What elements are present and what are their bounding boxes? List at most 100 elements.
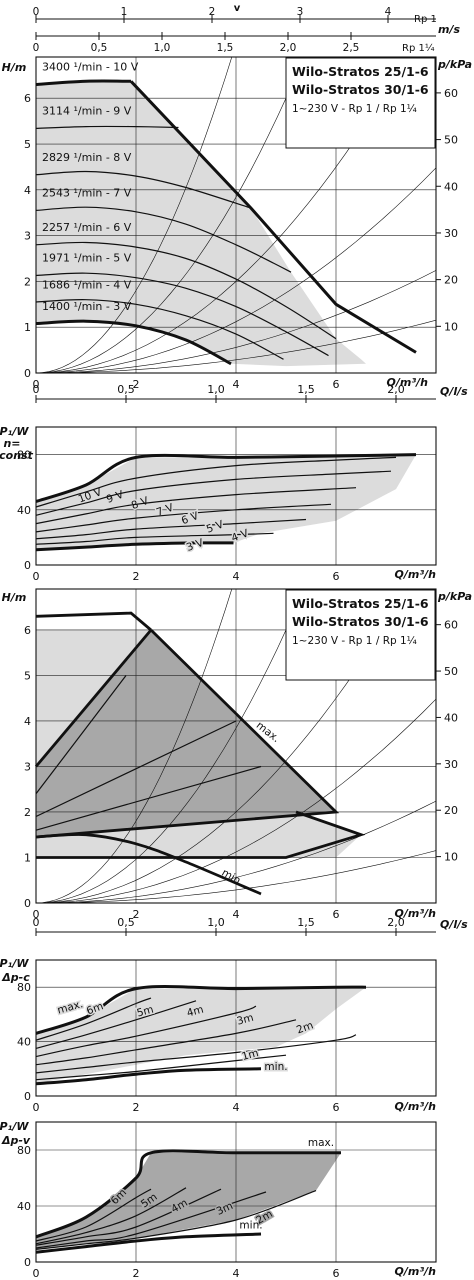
speed-curve [35,319,232,366]
velocity-unit: m/s [438,23,460,36]
velocity-tick-label: 0 [33,42,40,54]
ls-axis-label: Q/l/s [440,385,468,398]
plot-frame [35,959,437,1097]
dpv-line [35,720,237,818]
kpa-axis-label: p/kPa [437,590,472,603]
ls-tick-label: 2,0 [387,383,405,396]
y-tick-label: 0 [24,559,31,572]
mode-label: n= [3,437,20,450]
speed-curve-label: 2257 ¹/min - 6 V [42,221,132,234]
system-curve [35,319,437,374]
power-curve [35,1188,152,1242]
speed-curve [35,206,292,273]
dpv-line [35,765,262,831]
power-curve [35,1005,257,1058]
power-axis-label: P₁/W [0,1120,29,1133]
x-tick-label: 6 [333,908,340,921]
power-curve [35,1067,262,1086]
power-curve [35,487,357,525]
x-tick-label: 4 [233,1267,240,1280]
plot-frame [35,56,437,374]
y-tick-label: 1 [24,851,31,864]
x-tick-label: 4 [233,378,240,391]
ls-tick-label: 0,5 [117,383,135,396]
power-curve [35,503,332,533]
velocity-tick-label: 3 [297,6,304,18]
x-tick-label: 2 [133,570,140,583]
h-axis-label: H/m [2,61,27,74]
power-curve [35,1190,317,1250]
y-tick-label: 80 [17,981,31,994]
system-curve [35,698,437,904]
velocity-tick-label: 2,5 [343,42,360,54]
speed-curve-label: 3400 ¹/min - 10 V [42,61,139,74]
x-tick-label: 0 [33,570,40,583]
speed-curve-label: 1686 ¹/min - 4 V [42,278,132,291]
dpc-bound [36,810,366,859]
plot-frame [35,426,437,566]
power-curve [35,1054,287,1081]
x-tick-label: 4 [233,908,240,921]
kpa-tick-label: 40 [444,711,458,724]
legend-subtitle: 1~230 V - Rp 1 / Rp 1¼ [292,635,417,647]
x-tick-label: 6 [333,570,340,583]
power-curve [35,1000,197,1049]
x-tick-label: 0 [33,1267,40,1280]
kpa-axis-label: p/kPa [437,58,472,71]
power-curve [35,1232,262,1254]
x-tick-label: 6 [333,378,340,391]
power-axis-label: P₁/W [0,425,29,438]
ls-tick-label: 0,5 [117,916,135,929]
x-tick-label: 2 [133,908,140,921]
power-field [36,1152,341,1250]
velocity-tick-label: 1 [121,6,128,18]
y-tick-label: 3 [24,760,31,773]
y-tick-label: 40 [17,1036,31,1049]
x-tick-label: 2 [133,378,140,391]
max-envelope [129,80,417,354]
kpa-tick-label: 10 [444,320,458,333]
dpv-field [36,630,336,837]
power-axis-label: P₁/W [0,957,29,970]
velocity-label: v [234,3,241,14]
y-tick-label: 80 [17,449,31,462]
x-tick-label: 0 [33,1101,40,1114]
kpa-tick-label: 50 [444,134,458,147]
mode-label: Δp-v [1,1134,31,1147]
legend-title: Wilo-Stratos 25/1-6 [292,64,429,79]
velocity-tick-label: 2,0 [280,42,297,54]
y-tick-label: 40 [17,1200,31,1213]
ls-tick-label: 2,0 [387,916,405,929]
power-curve-label: max. [56,998,84,1016]
operating-field [36,81,366,367]
ls-tick-label: 1,0 [207,383,225,396]
kpa-tick-label: 50 [444,665,458,678]
q-axis-label: Q/m³/h [387,376,429,389]
y-tick-label: 1 [24,321,31,334]
speed-curve [35,299,284,360]
velocity-tick-label: 1,5 [217,42,234,54]
system-curve [35,56,305,374]
legend-title: Wilo-Stratos 30/1-6 [292,82,429,97]
q-axis-label: Q/m³/h [395,568,437,581]
system-curve [35,167,437,374]
x-tick-label: 0 [33,908,40,921]
power-curve [35,1188,222,1246]
y-tick-label: 4 [24,184,31,197]
velocity-rp1-label: Rp 1 [414,14,437,25]
max-speed-curve [35,611,152,632]
y-tick-label: 2 [24,275,31,288]
power-curve [35,1034,357,1074]
speed-curve-label: 2829 ¹/min - 8 V [42,151,132,164]
y-tick-label: 0 [24,367,31,380]
power-curve [35,1149,341,1239]
ls-tick-label: 1,0 [207,916,225,929]
x-tick-label: 2 [133,1101,140,1114]
y-tick-label: 3 [24,230,31,243]
plot-frame [35,1121,437,1263]
dpv-line [35,675,127,795]
velocity-tick-label: 0 [33,6,40,18]
x-tick-label: 0 [33,378,40,391]
ls-tick-label: 0 [33,383,40,396]
max-dpv [35,629,340,839]
